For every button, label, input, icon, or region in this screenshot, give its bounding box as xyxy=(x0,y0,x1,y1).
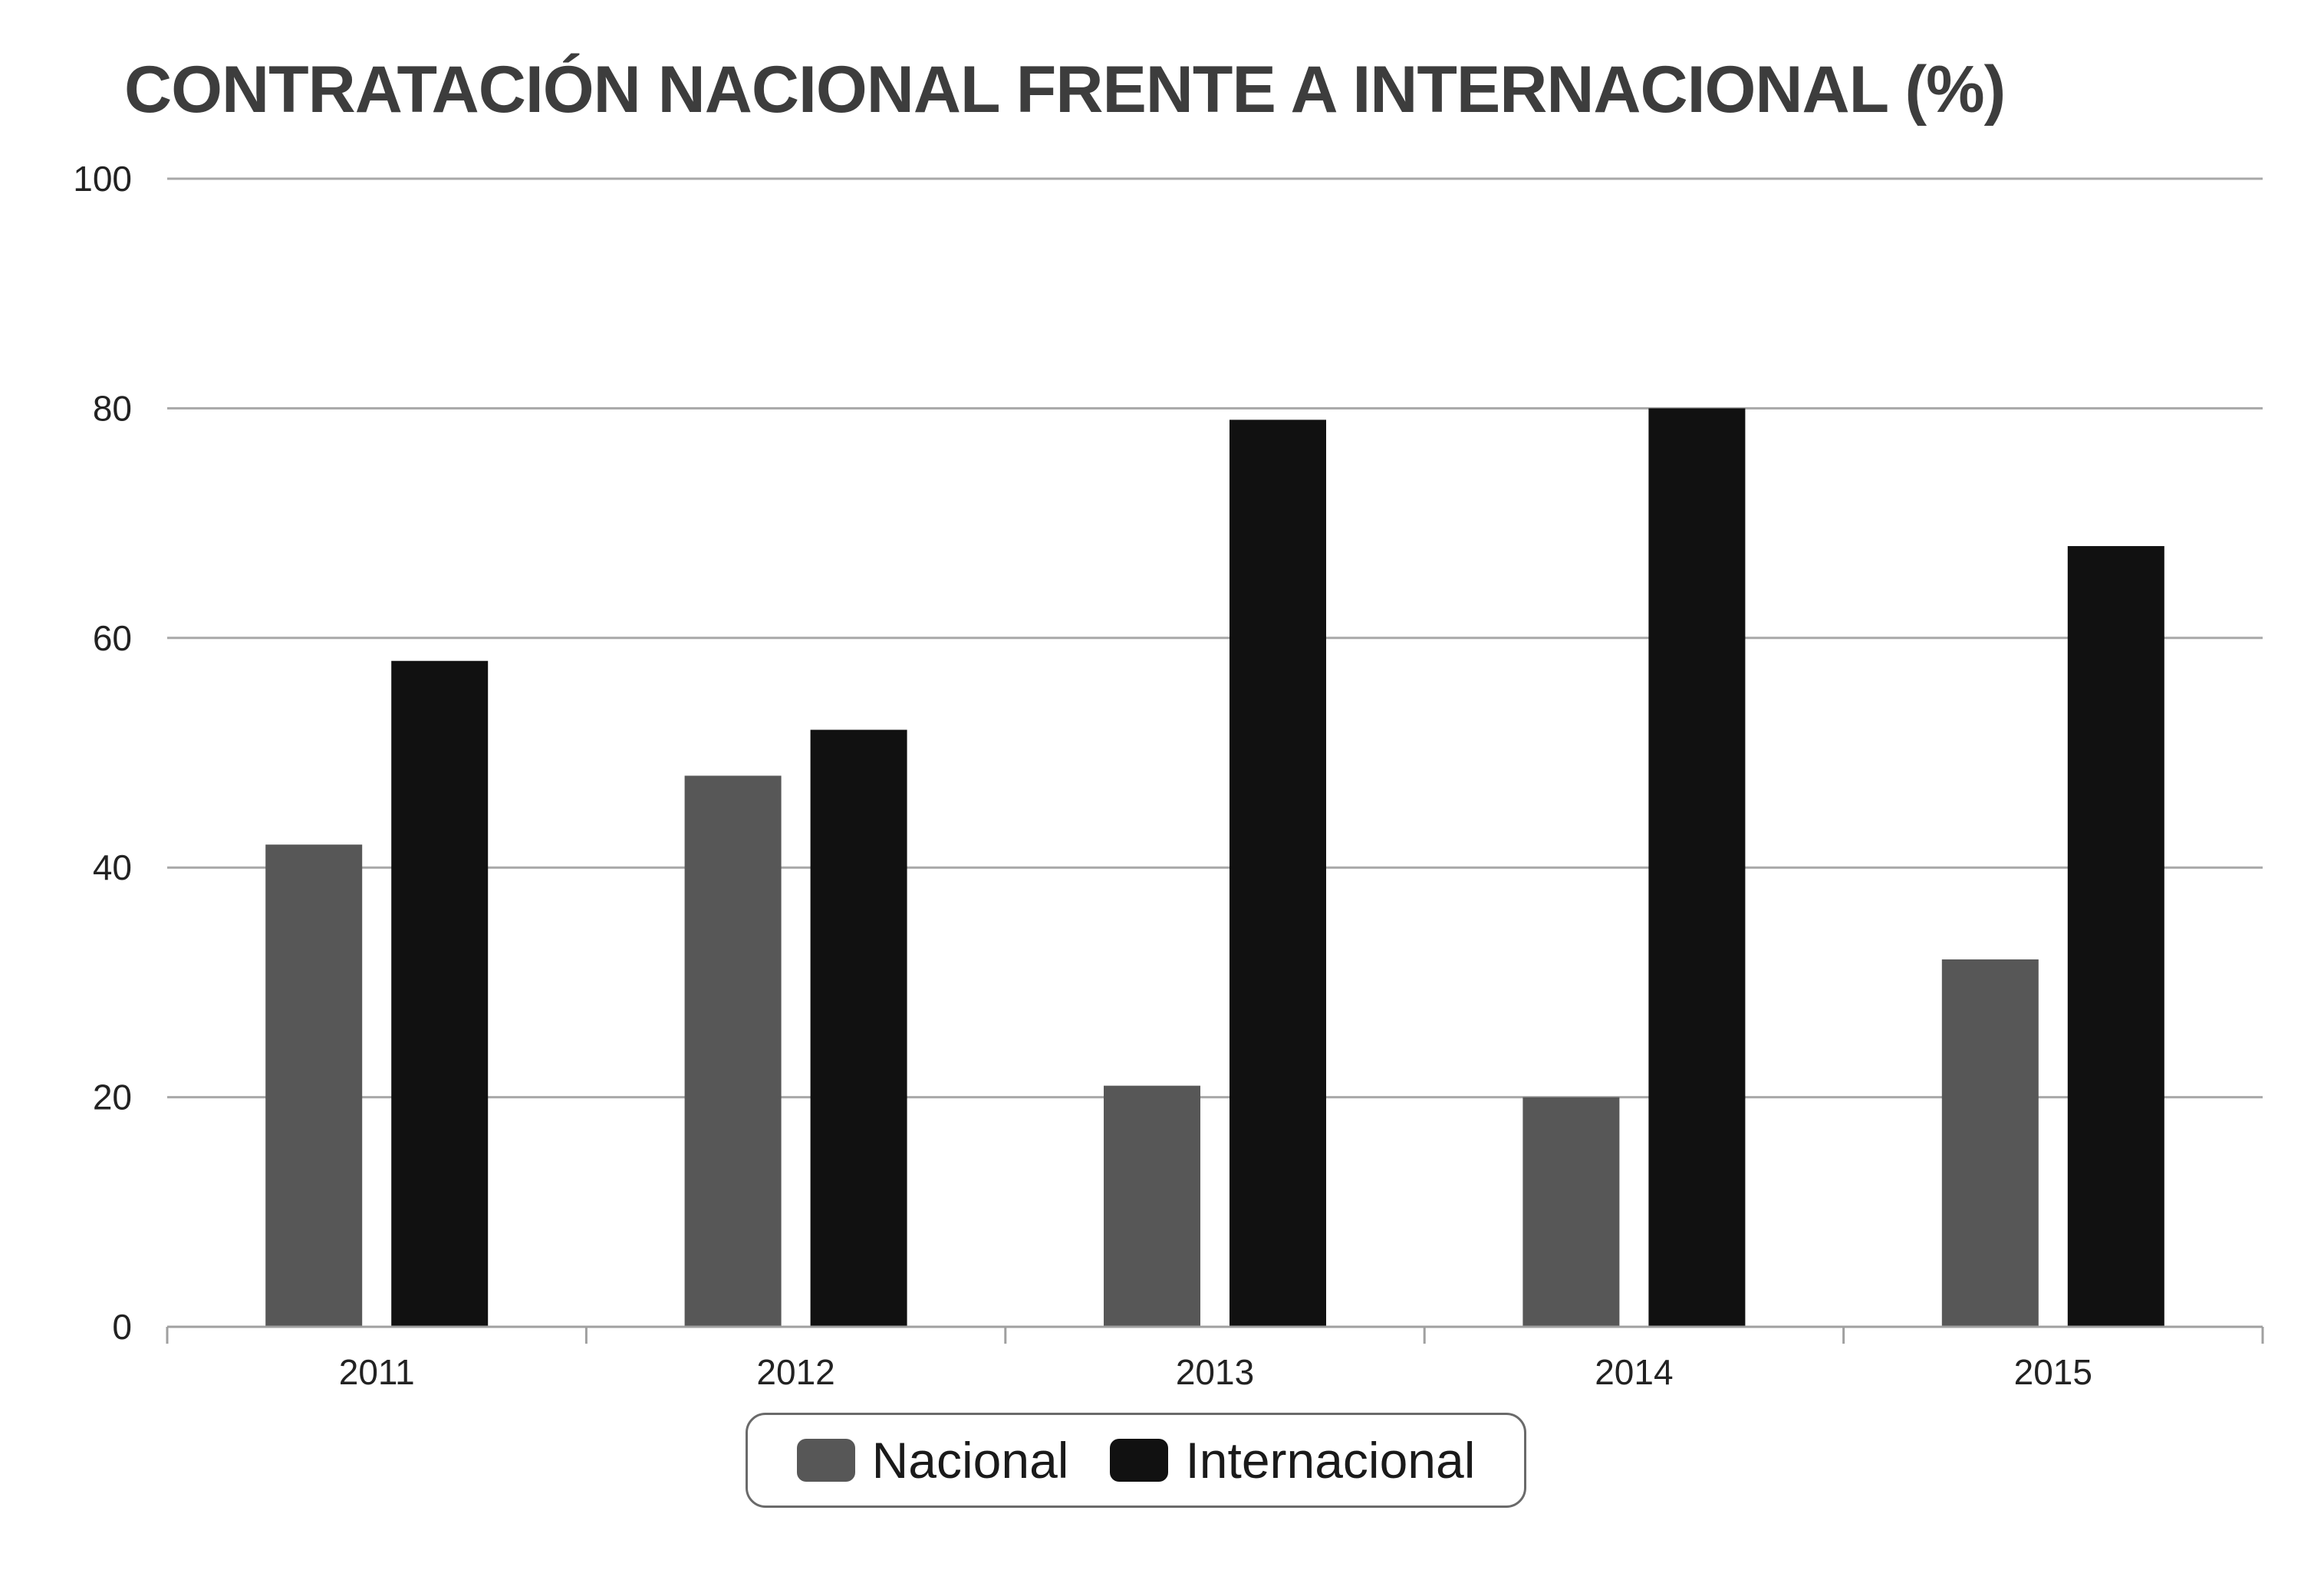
x-tick-label-2014: 2014 xyxy=(1595,1352,1673,1392)
x-tick-label-2013: 2013 xyxy=(1176,1352,1254,1392)
y-tick-label-80: 80 xyxy=(93,388,132,428)
x-axis-ticks: 2011 2012 2013 2014 2015 xyxy=(339,1352,2092,1392)
bar-nacional-2012 xyxy=(684,775,782,1327)
bar-internacional-2014 xyxy=(1648,408,1746,1327)
bar-nacional-2011 xyxy=(265,844,363,1327)
bar-nacional-2013 xyxy=(1104,1085,1200,1327)
y-tick-label-20: 20 xyxy=(93,1078,132,1117)
legend-swatch-nacional xyxy=(796,1439,855,1482)
y-tick-label-40: 40 xyxy=(93,847,132,887)
x-tick-label-2011: 2011 xyxy=(339,1352,415,1392)
y-tick-label-100: 100 xyxy=(73,159,132,199)
chart-legend: Nacional Internacional xyxy=(746,1413,1526,1508)
chart-title: CONTRATACIÓN NACIONAL FRENTE A INTERNACI… xyxy=(124,53,2006,127)
legend-item-internacional: Internacional xyxy=(1110,1431,1475,1489)
gridlines xyxy=(167,177,2263,1099)
y-tick-label-0: 0 xyxy=(112,1307,132,1347)
legend-label-nacional: Nacional xyxy=(871,1432,1069,1489)
bar-internacional-2012 xyxy=(810,729,907,1327)
bar-internacional-2015 xyxy=(2067,546,2164,1327)
bars xyxy=(265,408,2164,1327)
bar-nacional-2015 xyxy=(1941,959,2039,1327)
legend-swatch-internacional xyxy=(1110,1439,1169,1482)
legend-item-nacional: Nacional xyxy=(796,1431,1069,1489)
bar-internacional-2011 xyxy=(391,660,489,1327)
legend-label-internacional: Internacional xyxy=(1185,1432,1476,1489)
x-tick-label-2015: 2015 xyxy=(2014,1352,2092,1392)
bar-nacional-2014 xyxy=(1522,1097,1620,1327)
y-axis-ticks: 0 20 40 60 80 100 xyxy=(73,159,132,1347)
y-tick-label-60: 60 xyxy=(93,618,132,658)
x-tick-label-2012: 2012 xyxy=(756,1352,834,1392)
bar-internacional-2013 xyxy=(1230,420,1326,1327)
x-axis xyxy=(166,1325,2264,1344)
